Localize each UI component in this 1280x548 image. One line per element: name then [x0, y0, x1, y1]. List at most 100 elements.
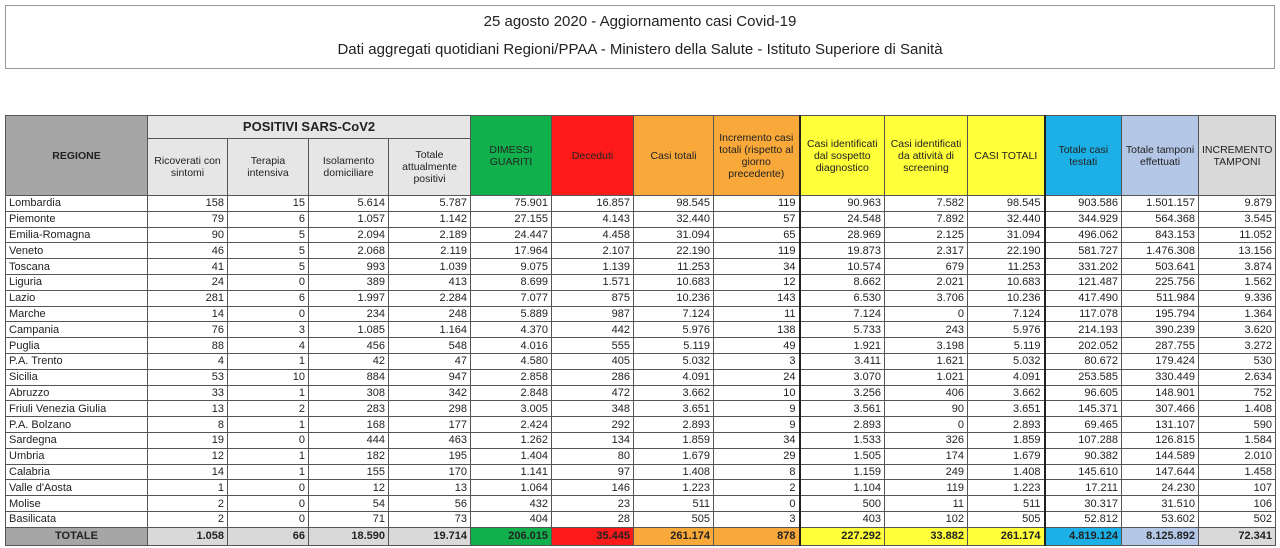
cell-sospetto-diagnostico: 500 [798, 495, 886, 512]
cell-sospetto-diagnostico: 5.733 [798, 321, 886, 339]
cell-sospetto-diagnostico: 28.969 [798, 226, 886, 244]
total-isolamento: 18.590 [308, 526, 389, 546]
cell-incremento-casi: 57 [713, 210, 801, 228]
cell-screening: 249 [884, 463, 969, 481]
table-row: Veneto 46 5 2.068 2.119 17.964 2.107 22.190 119 1… [5, 242, 1277, 260]
cell-casi-totali-2: 10.236 [967, 289, 1046, 307]
cell-ricoverati: 46 [147, 242, 228, 260]
cell-incremento-casi: 8 [713, 463, 801, 481]
cell-ricoverati: 1 [147, 479, 228, 497]
cell-tamponi: 503.641 [1121, 258, 1200, 275]
cell-incremento-tamponi: 590 [1198, 416, 1277, 433]
cell-ricoverati: 41 [147, 258, 228, 275]
cell-sospetto-diagnostico: 3.411 [798, 352, 886, 370]
cell-casi-testati: 202.052 [1043, 337, 1123, 354]
cell-sospetto-diagnostico: 1.159 [798, 463, 886, 481]
cell-incremento-tamponi: 9.879 [1198, 195, 1277, 212]
cell-isolamento: 1.085 [308, 321, 389, 339]
cell-ricoverati: 14 [147, 463, 228, 481]
cell-casi-testati: 80.672 [1043, 352, 1123, 370]
cell-isolamento: 5.614 [308, 195, 389, 212]
cell-sospetto-diagnostico: 403 [798, 510, 886, 528]
cell-regione: Sardegna [5, 431, 148, 449]
cell-casi-totali: 5.032 [633, 352, 715, 370]
cell-deceduti: 555 [551, 337, 635, 354]
cell-incremento-tamponi: 2.634 [1198, 368, 1277, 386]
cell-ricoverati: 53 [147, 368, 228, 386]
cell-incremento-tamponi: 13.156 [1198, 242, 1277, 260]
table-row: Molise 2 0 54 56 432 23 511 0 500 11 511 30.317 31.51… [5, 495, 1277, 512]
cell-casi-testati: 30.317 [1043, 495, 1123, 512]
cell-casi-totali: 505 [633, 510, 715, 528]
cell-totale-positivi: 947 [387, 368, 472, 386]
cell-incremento-casi: 143 [713, 289, 801, 307]
cell-casi-testati: 96.605 [1043, 384, 1123, 402]
cell-terapia-intensiva: 4 [227, 337, 309, 354]
cell-sospetto-diagnostico: 8.662 [798, 273, 886, 291]
cell-casi-totali-2: 1.679 [967, 447, 1046, 465]
cell-tamponi: 131.107 [1121, 416, 1200, 433]
covid-data-table: REGIONE POSITIVI SARS-CoV2 DIMESSI GUARI… [5, 115, 1277, 546]
cell-terapia-intensiva: 15 [227, 195, 309, 212]
cell-incremento-tamponi: 3.545 [1198, 210, 1277, 228]
cell-ricoverati: 19 [147, 431, 228, 449]
cell-ricoverati: 2 [147, 510, 228, 528]
cell-casi-totali: 1.408 [633, 463, 715, 481]
cell-incremento-tamponi: 1.584 [1198, 431, 1277, 449]
cell-incremento-casi: 9 [713, 400, 801, 418]
cell-isolamento: 444 [308, 431, 389, 449]
cell-deceduti: 2.107 [551, 242, 635, 260]
cell-screening: 0 [884, 305, 969, 323]
cell-deceduti: 4.143 [551, 210, 635, 228]
cell-casi-testati: 581.727 [1043, 242, 1123, 260]
cell-terapia-intensiva: 1 [227, 384, 309, 402]
cell-isolamento: 389 [308, 273, 389, 291]
cell-isolamento: 54 [308, 495, 389, 512]
page-title: 25 agosto 2020 - Aggiornamento casi Covi… [483, 13, 797, 30]
cell-dimessi-guariti: 404 [470, 510, 553, 528]
cell-casi-totali: 10.236 [633, 289, 715, 307]
cell-isolamento: 155 [308, 463, 389, 481]
cell-totale-positivi: 195 [387, 447, 472, 465]
cell-regione: Campania [5, 321, 148, 339]
cell-dimessi-guariti: 7.077 [470, 289, 553, 307]
cell-casi-totali-2: 505 [967, 510, 1046, 528]
cell-casi-testati: 417.490 [1043, 289, 1123, 307]
cell-dimessi-guariti: 3.005 [470, 400, 553, 418]
cell-isolamento: 884 [308, 368, 389, 386]
cell-terapia-intensiva: 5 [227, 226, 309, 244]
cell-casi-testati: 331.202 [1043, 258, 1123, 275]
cell-isolamento: 71 [308, 510, 389, 528]
cell-casi-testati: 121.487 [1043, 273, 1123, 291]
table-row: Lazio 281 6 1.997 2.284 7.077 875 10.236 143 6.53… [5, 289, 1277, 307]
cell-casi-totali: 7.124 [633, 305, 715, 323]
cell-casi-totali-2: 1.859 [967, 431, 1046, 449]
cell-regione: Friuli Venezia Giulia [5, 400, 148, 418]
cell-dimessi-guariti: 1.404 [470, 447, 553, 465]
cell-dimessi-guariti: 5.889 [470, 305, 553, 323]
cell-tamponi: 24.230 [1121, 479, 1200, 497]
cell-isolamento: 2.068 [308, 242, 389, 260]
cell-casi-testati: 145.610 [1043, 463, 1123, 481]
cell-tamponi: 147.644 [1121, 463, 1200, 481]
cell-tamponi: 148.901 [1121, 384, 1200, 402]
cell-screening: 326 [884, 431, 969, 449]
cell-ricoverati: 24 [147, 273, 228, 291]
cell-isolamento: 2.094 [308, 226, 389, 244]
cell-sospetto-diagnostico: 90.963 [798, 195, 886, 212]
cell-casi-totali-2: 1.223 [967, 479, 1046, 497]
cell-casi-totali: 10.683 [633, 273, 715, 291]
cell-casi-totali: 31.094 [633, 226, 715, 244]
table-row: Campania 76 3 1.085 1.164 4.370 442 5.976 138 5.7… [5, 321, 1277, 339]
cell-terapia-intensiva: 0 [227, 510, 309, 528]
cell-casi-totali: 5.119 [633, 337, 715, 354]
cell-screening: 1.021 [884, 368, 969, 386]
header-positivi: POSITIVI SARS-CoV2 [146, 115, 472, 139]
cell-deceduti: 1.571 [551, 273, 635, 291]
cell-regione: Puglia [5, 337, 148, 354]
cell-incremento-tamponi: 1.458 [1198, 463, 1277, 481]
cell-screening: 90 [884, 400, 969, 418]
cell-tamponi: 511.984 [1121, 289, 1200, 307]
cell-sospetto-diagnostico: 3.561 [798, 400, 886, 418]
cell-isolamento: 1.997 [308, 289, 389, 307]
